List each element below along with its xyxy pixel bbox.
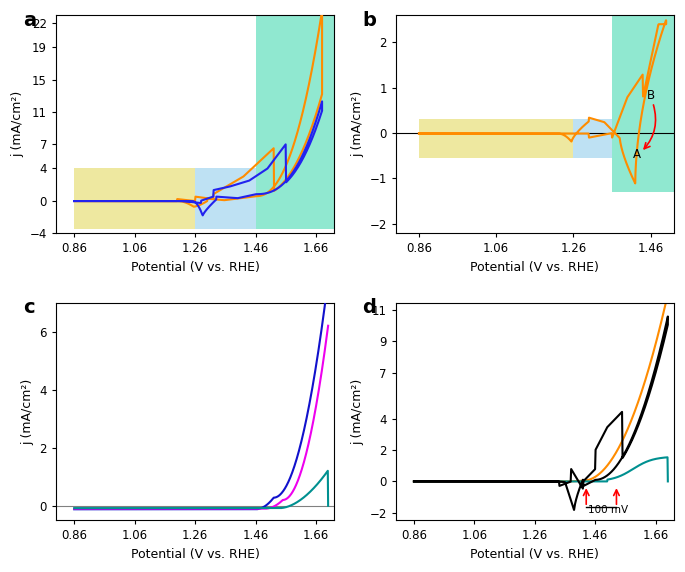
Text: b: b [362,11,376,30]
Bar [612,15,674,192]
Bar [74,168,195,229]
Text: 100 mV: 100 mV [588,505,628,515]
Y-axis label: j (mA/cm²): j (mA/cm²) [11,91,24,157]
Bar [573,120,612,158]
Text: a: a [23,11,36,30]
Y-axis label: j (mA/cm²): j (mA/cm²) [351,91,364,157]
Y-axis label: j (mA/cm²): j (mA/cm²) [351,378,364,444]
Bar [419,120,573,158]
Y-axis label: j (mA/cm²): j (mA/cm²) [21,378,34,444]
X-axis label: Potential (V vs. RHE): Potential (V vs. RHE) [471,260,599,273]
Text: A: A [634,148,641,161]
Bar [256,15,334,229]
Bar [195,168,256,229]
X-axis label: Potential (V vs. RHE): Potential (V vs. RHE) [131,548,260,561]
X-axis label: Potential (V vs. RHE): Potential (V vs. RHE) [131,260,260,273]
Text: B: B [647,89,655,102]
Text: c: c [23,298,34,317]
X-axis label: Potential (V vs. RHE): Potential (V vs. RHE) [471,548,599,561]
Text: d: d [362,298,376,317]
